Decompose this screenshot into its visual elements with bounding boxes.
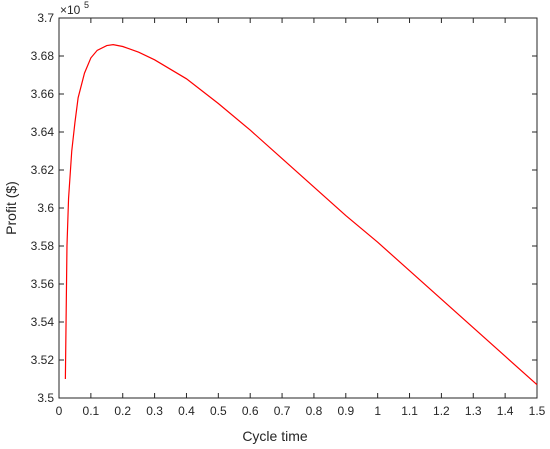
y-tick-label: 3.6 xyxy=(37,201,54,215)
x-tick-label: 0 xyxy=(56,404,63,418)
x-tick-label: 1.5 xyxy=(529,404,546,418)
line-series xyxy=(64,43,538,386)
x-tick-label: 1.1 xyxy=(401,404,418,418)
x-tick-label: 1 xyxy=(374,404,381,418)
x-tick-label: 1.2 xyxy=(433,404,450,418)
y-exponent-base: ×10 xyxy=(60,3,81,17)
y-tick-label: 3.56 xyxy=(31,277,55,291)
y-tick-label: 3.52 xyxy=(31,353,55,367)
y-tick-label: 3.62 xyxy=(31,163,55,177)
y-tick-label: 3.58 xyxy=(31,239,55,253)
y-tick-label: 3.54 xyxy=(31,315,55,329)
x-tick-label: 1.4 xyxy=(497,404,514,418)
x-axis-label: Cycle time xyxy=(242,428,308,444)
y-axis-label: Profit ($) xyxy=(3,181,19,235)
x-tick-label: 0.2 xyxy=(114,404,131,418)
x-tick-label: 0.6 xyxy=(242,404,259,418)
x-tick-label: 0.9 xyxy=(337,404,354,418)
y-tick-label: 3.7 xyxy=(37,11,54,25)
x-tick-label: 0.8 xyxy=(306,404,323,418)
y-tick-label: 3.64 xyxy=(31,125,55,139)
x-tick-label: 0.5 xyxy=(210,404,227,418)
x-tick-label: 0.7 xyxy=(274,404,291,418)
plot-area xyxy=(58,17,538,399)
x-tick-label: 0.4 xyxy=(178,404,195,418)
x-tick-label: 0.1 xyxy=(83,404,100,418)
y-tick-label: 3.5 xyxy=(37,391,54,405)
y-tick-label: 3.68 xyxy=(31,49,55,63)
x-tick-label: 0.3 xyxy=(146,404,163,418)
y-tick-label: 3.66 xyxy=(31,87,55,101)
y-exponent-power: 5 xyxy=(84,0,89,10)
x-tick-label: 1.3 xyxy=(465,404,482,418)
